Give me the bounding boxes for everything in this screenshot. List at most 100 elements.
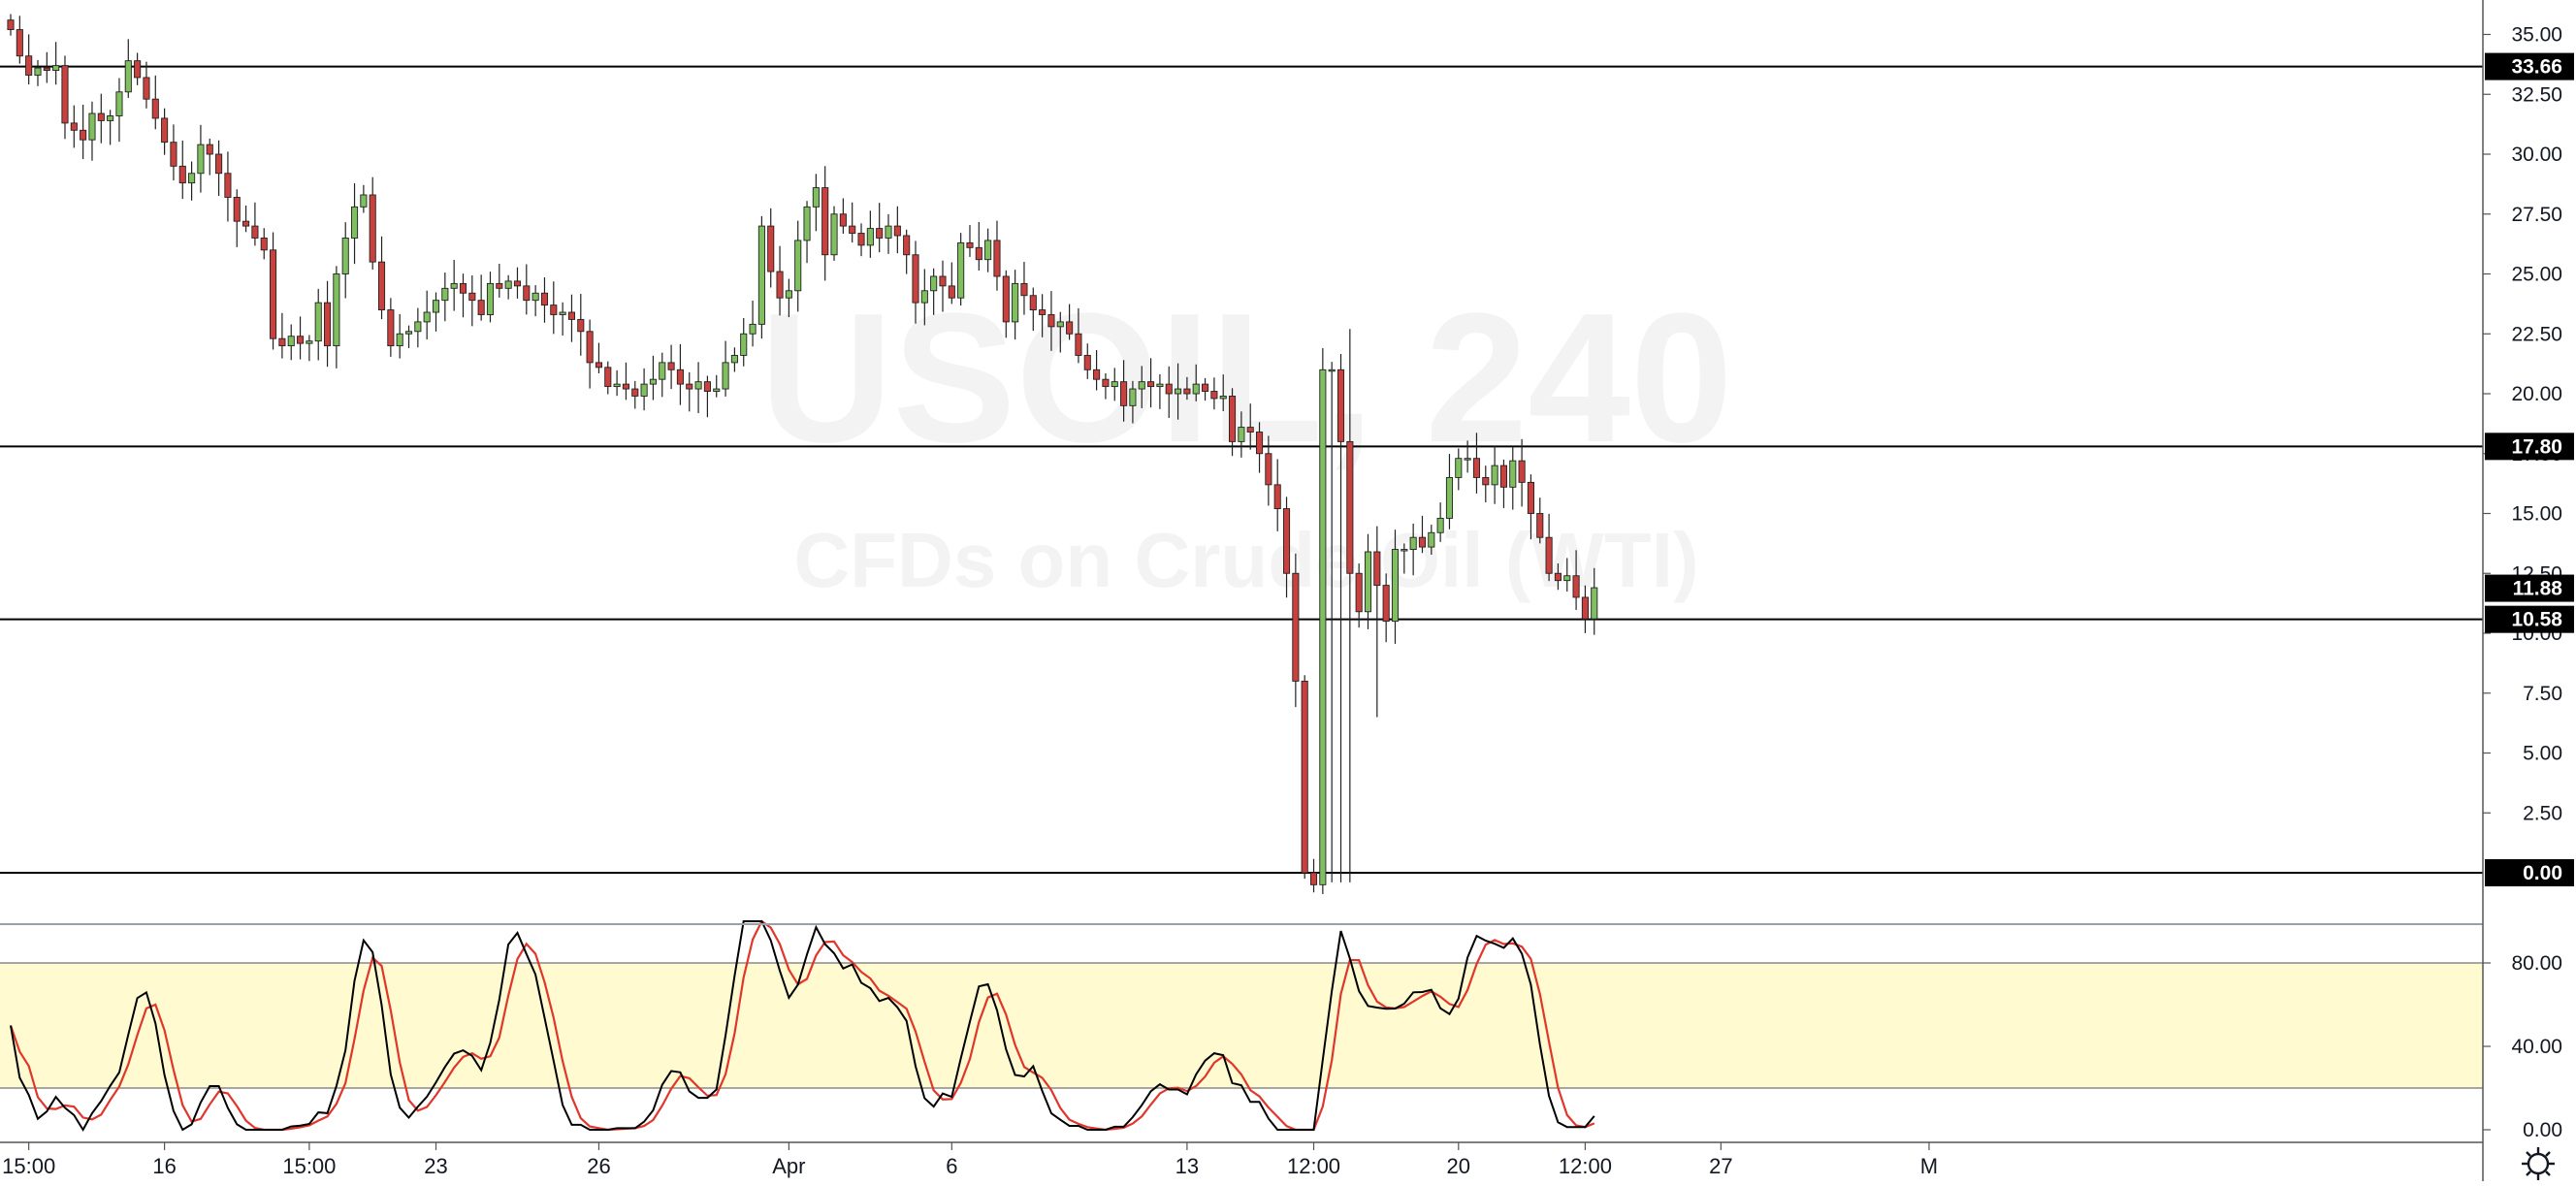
candle: [749, 301, 757, 347]
candle-body: [1039, 309, 1046, 315]
candle-body: [939, 275, 947, 287]
price-badge-label: 0.00: [2523, 862, 2562, 884]
candle: [903, 229, 911, 274]
candle: [1591, 567, 1598, 635]
candle-body: [134, 60, 142, 79]
candle-body: [1111, 381, 1118, 388]
candle-body: [640, 383, 648, 397]
candle-body: [812, 187, 820, 208]
candle-body: [1455, 458, 1463, 478]
candle-body: [34, 67, 42, 76]
candle-body: [1282, 508, 1291, 574]
candle: [1428, 525, 1435, 555]
candle-body: [849, 225, 856, 234]
candle: [794, 220, 802, 312]
candle-body: [1165, 383, 1173, 395]
candle-body: [423, 311, 431, 323]
candle-body: [1563, 575, 1571, 582]
candle-body: [70, 122, 78, 131]
candle-body: [287, 336, 295, 347]
candle: [1083, 343, 1091, 379]
candle: [1545, 513, 1553, 582]
candle-body: [1120, 381, 1128, 406]
candle: [1319, 347, 1327, 894]
candle: [188, 161, 196, 201]
candle: [649, 355, 657, 401]
candle: [567, 294, 576, 342]
candle-body: [966, 241, 974, 248]
price-badge-label: 17.80: [2511, 435, 2562, 458]
candle: [1111, 368, 1118, 401]
candle-body: [468, 292, 476, 302]
candle: [667, 344, 675, 390]
candle-body: [1147, 381, 1155, 388]
candle-body: [333, 273, 340, 347]
candle: [1183, 376, 1191, 401]
candle: [1292, 553, 1300, 708]
candle: [1075, 307, 1082, 364]
candle-body: [595, 362, 602, 369]
candle: [1282, 497, 1291, 598]
candle: [857, 223, 865, 257]
candle-body: [876, 228, 884, 239]
candle-body: [1418, 536, 1427, 548]
candle-body: [1056, 321, 1064, 328]
candle-body: [1238, 427, 1245, 442]
time-tick-label: 20: [1447, 1154, 1470, 1178]
candle: [1581, 585, 1589, 633]
stoch-tick-label: 40.00: [2511, 1036, 2562, 1058]
candle: [730, 347, 738, 372]
candle-body: [360, 194, 368, 208]
candle: [640, 368, 648, 411]
candle-body: [559, 311, 566, 315]
candle: [1120, 360, 1128, 422]
candle: [1175, 363, 1182, 420]
candle: [333, 266, 340, 369]
candle-body: [16, 29, 23, 57]
candle: [613, 369, 621, 397]
candle: [540, 276, 549, 323]
candle: [486, 272, 495, 323]
stoch-tick-label: 80.00: [2511, 952, 2562, 975]
candle-body: [1518, 460, 1526, 483]
candle-body: [1192, 383, 1200, 395]
settings-gear-icon[interactable]: [2522, 1147, 2555, 1180]
candle: [1093, 349, 1101, 391]
candle: [1202, 377, 1209, 401]
candle-body: [1066, 321, 1074, 335]
price-badge: 33.66: [2485, 52, 2574, 80]
candle: [143, 61, 150, 109]
candle: [577, 294, 585, 356]
price-badge: 10.58: [2485, 605, 2574, 633]
candle: [595, 342, 602, 374]
candle-body: [839, 213, 847, 227]
candle-body: [622, 383, 629, 390]
candle: [197, 124, 205, 193]
candle-body: [107, 115, 114, 121]
stoch-tick-label: 0.00: [2523, 1119, 2562, 1141]
candle: [1255, 422, 1264, 473]
time-tick-label: 15:00: [282, 1154, 336, 1178]
candle-body: [1364, 551, 1372, 613]
candle: [1418, 515, 1427, 554]
candle: [984, 228, 992, 272]
candle: [757, 215, 765, 339]
candle: [396, 313, 403, 359]
candle-body: [767, 225, 775, 272]
candle-body: [730, 355, 738, 364]
candle: [161, 108, 169, 155]
candle: [1056, 311, 1064, 353]
candle: [7, 14, 15, 36]
candle-body: [1482, 477, 1490, 486]
candle: [586, 319, 594, 389]
candle-body: [631, 388, 639, 397]
candle: [404, 325, 413, 348]
candle: [52, 42, 60, 85]
candle-body: [1472, 458, 1481, 478]
candle-body: [414, 321, 422, 333]
candle-body: [776, 271, 784, 299]
price-badge-label: 10.58: [2511, 609, 2562, 631]
price-tick-label: 32.50: [2511, 83, 2562, 106]
candle-body: [396, 333, 403, 347]
candle: [912, 240, 919, 324]
